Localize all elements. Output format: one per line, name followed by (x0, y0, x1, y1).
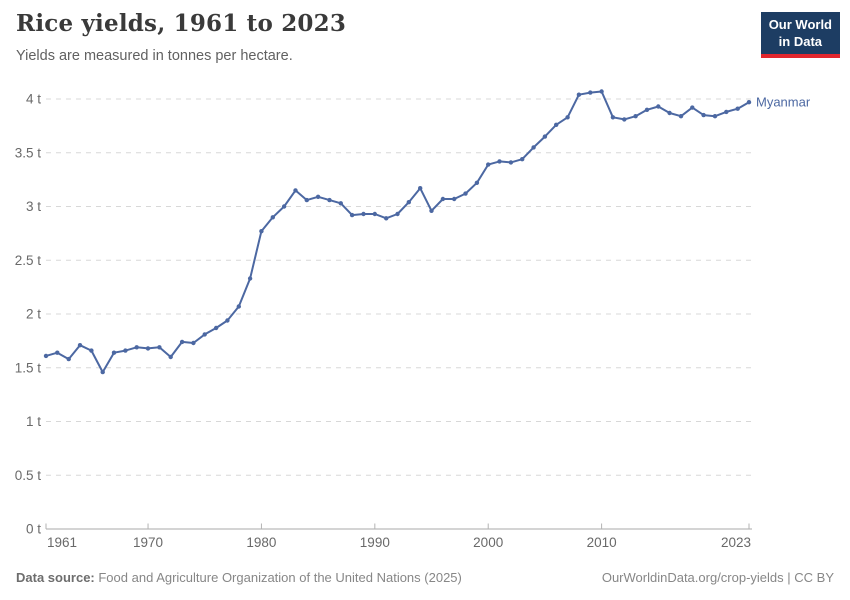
owid-logo-line2: in Data (778, 33, 823, 49)
y-axis-label: 2.5 t (15, 253, 42, 268)
data-point-marker (531, 145, 536, 150)
data-point-marker (191, 340, 196, 346)
data-point-marker (588, 90, 593, 95)
y-axis-label: 3.5 t (15, 145, 42, 160)
data-point-marker (225, 318, 230, 323)
data-point-marker (145, 346, 151, 351)
y-axis-label: 0.5 t (15, 468, 42, 483)
data-point-marker (270, 215, 275, 220)
data-source-label: Data source: (16, 570, 95, 585)
y-axis-label: 3 t (26, 199, 41, 214)
y-axis-label: 4 t (26, 92, 41, 107)
y-axis-label: 2 t (26, 307, 41, 322)
data-point-marker (486, 162, 491, 167)
x-axis-label: 1970 (133, 535, 163, 550)
data-point-marker (599, 89, 604, 94)
data-point-marker (418, 186, 423, 191)
y-axis-label: 1.5 t (15, 360, 42, 375)
credit-note[interactable]: OurWorldinData.org/crop-yields | CC BY (601, 570, 834, 585)
data-point-marker (622, 117, 627, 122)
data-point-marker (123, 348, 128, 353)
data-point-marker (633, 114, 638, 119)
data-point-marker (644, 107, 650, 113)
data-point-marker (247, 276, 253, 281)
data-point-marker (565, 115, 570, 120)
data-point-marker (395, 211, 400, 217)
data-point-marker (202, 332, 207, 337)
data-point-marker (66, 356, 71, 362)
data-source-note: Data source: Food and Agriculture Organi… (16, 570, 462, 585)
data-point-marker (259, 229, 264, 234)
data-point-marker (508, 160, 514, 165)
chart-subtitle: Yields are measured in tonnes per hectar… (16, 48, 293, 64)
data-point-marker (304, 197, 309, 203)
x-axis-label: 1980 (246, 535, 276, 550)
data-point-marker (497, 159, 502, 164)
data-point-marker (315, 194, 321, 199)
data-point-marker (327, 197, 332, 203)
data-point-marker (43, 353, 49, 359)
data-point-marker (293, 188, 298, 193)
x-axis-label: 2023 (721, 535, 751, 550)
data-point-marker (554, 122, 559, 128)
x-axis-label: 1990 (360, 535, 390, 550)
data-point-marker (281, 204, 287, 209)
data-point-marker (678, 114, 684, 119)
data-point-marker (157, 345, 162, 350)
data-point-marker (576, 92, 582, 97)
page-title: Rice yields, 1961 to 2023 (16, 10, 347, 37)
data-point-marker (236, 304, 241, 309)
data-point-marker (712, 114, 718, 119)
data-point-marker (372, 211, 377, 217)
data-point-marker (77, 343, 83, 348)
data-point-marker (384, 216, 389, 221)
data-point-marker (746, 100, 752, 105)
data-point-marker (179, 339, 185, 345)
data-point-marker (213, 325, 219, 331)
data-point-marker (701, 112, 706, 118)
x-axis-label: 2010 (587, 535, 617, 550)
data-point-marker (111, 350, 117, 355)
data-point-marker (520, 157, 525, 162)
data-point-marker (610, 115, 616, 120)
data-point-marker (452, 196, 457, 202)
chart-footer: Data source: Food and Agriculture Organi… (16, 570, 834, 585)
data-point-marker (338, 201, 343, 206)
data-point-marker (349, 212, 355, 218)
owid-logo[interactable]: Our World in Data (760, 12, 840, 58)
data-point-marker (440, 196, 446, 202)
data-point-marker (55, 350, 60, 355)
data-point-marker (542, 134, 548, 139)
data-point-marker (429, 208, 434, 213)
owid-logo-line1: Our World (768, 17, 832, 32)
data-point-marker (406, 200, 411, 205)
series-label-myanmar[interactable]: Myanmar (756, 95, 811, 110)
data-point-marker (463, 191, 468, 196)
data-point-marker (474, 180, 480, 185)
data-point-marker (134, 345, 139, 350)
x-axis-label: 2000 (473, 535, 503, 550)
data-point-marker (100, 369, 105, 375)
data-point-marker (735, 106, 740, 111)
y-axis-label: 0 t (26, 522, 41, 537)
data-point-marker (168, 354, 173, 360)
data-point-marker (690, 105, 695, 110)
data-point-marker (361, 211, 366, 217)
series-line-myanmar[interactable] (45, 90, 750, 374)
x-axis-label: 1961 (47, 535, 77, 550)
data-point-marker (89, 348, 94, 353)
data-point-marker (656, 104, 661, 109)
data-source-text: Food and Agriculture Organization of the… (94, 570, 462, 585)
y-axis-label: 1 t (26, 414, 41, 429)
data-point-marker (667, 110, 672, 116)
data-point-marker (724, 109, 729, 115)
